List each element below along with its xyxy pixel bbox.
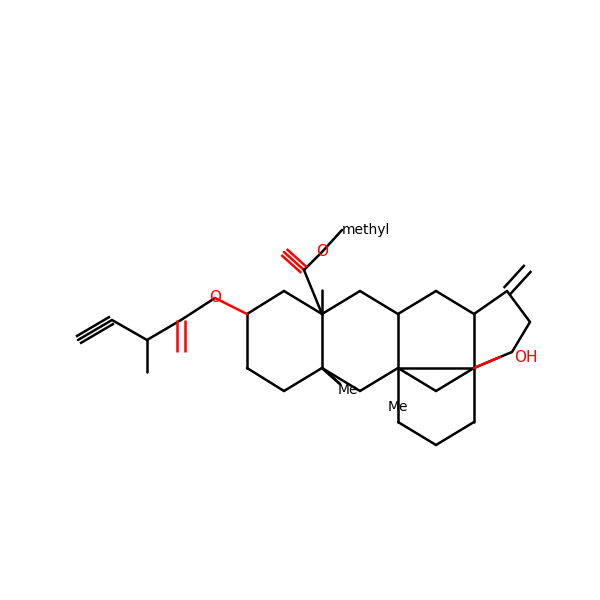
Text: methyl: methyl [342,223,391,237]
Text: O: O [209,290,221,305]
Text: O: O [316,245,328,259]
Text: Me: Me [338,383,358,397]
Text: OH: OH [514,349,538,364]
Text: Me: Me [388,400,408,414]
